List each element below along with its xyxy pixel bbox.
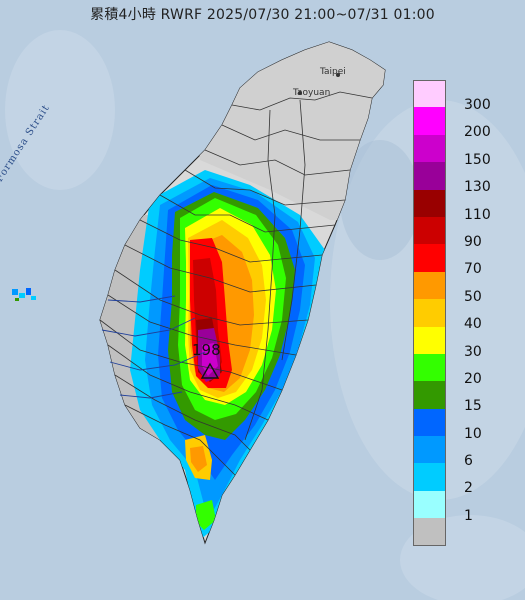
- legend-label: 1: [464, 507, 473, 524]
- legend-swatch: [413, 299, 446, 327]
- legend-row: 40: [413, 299, 515, 332]
- legend-swatch: [413, 189, 446, 217]
- legend-row: [413, 518, 515, 546]
- legend-row: 150: [413, 134, 515, 168]
- legend-row: 90: [413, 216, 515, 250]
- legend-label: 110: [464, 206, 491, 223]
- legend-swatch: [413, 381, 446, 409]
- county-boundaries: [99, 91, 373, 476]
- legend-label: 2: [464, 480, 473, 497]
- legend-label: 40: [464, 316, 482, 333]
- legend-row: 1: [413, 490, 515, 524]
- legend-label: 300: [464, 97, 491, 113]
- legend-label: 6: [464, 453, 473, 470]
- legend-swatch: [413, 436, 446, 464]
- rivers: [101, 295, 206, 399]
- taoyuan-dot: [298, 91, 302, 95]
- legend-swatch: [413, 353, 446, 382]
- legend-label: 200: [464, 124, 491, 141]
- penghu-islands: [12, 288, 36, 301]
- legend-swatch: [413, 463, 446, 491]
- legend-row: 110: [413, 189, 515, 223]
- legend-swatch: [413, 271, 446, 300]
- legend-swatch: [413, 80, 446, 108]
- legend-row: 200: [413, 107, 515, 140]
- legend-label: 10: [464, 425, 482, 442]
- taipei-dot: [336, 73, 340, 77]
- legend-label: 90: [464, 233, 482, 250]
- legend-label: 30: [464, 343, 482, 360]
- legend-swatch: [413, 134, 446, 163]
- legend-row: 10: [413, 408, 515, 442]
- legend-row: 130: [413, 162, 515, 195]
- legend-swatch: [413, 326, 446, 354]
- legend-row: 300: [413, 80, 515, 113]
- city-label-taipei: Taipei: [320, 67, 346, 77]
- city-label-taoyuan: Taoyuan: [293, 88, 331, 98]
- legend-row: 70: [413, 244, 515, 277]
- legend-swatch: [413, 408, 446, 437]
- legend-label: 20: [464, 370, 482, 387]
- legend-swatch: [413, 490, 446, 519]
- legend-row: 50: [413, 271, 515, 305]
- color-legend: 300 200 150 130 110 90 70 50 40 30 20 15 10 6 2 1: [413, 80, 515, 546]
- legend-label: 15: [464, 398, 482, 415]
- legend-swatch: [413, 518, 446, 546]
- peak-value: 198: [192, 341, 221, 359]
- peak-marker: [200, 362, 220, 379]
- legend-label: 70: [464, 261, 482, 278]
- legend-row: 2: [413, 463, 515, 496]
- legend-swatch: [413, 216, 446, 245]
- legend-label: 150: [464, 151, 491, 168]
- legend-swatch: [413, 107, 446, 135]
- legend-swatch: [413, 162, 446, 190]
- legend-row: 20: [413, 353, 515, 387]
- legend-row: 6: [413, 436, 515, 469]
- legend-label: 130: [464, 179, 491, 196]
- legend-row: 30: [413, 326, 515, 360]
- legend-row: 15: [413, 381, 515, 414]
- legend-swatch: [413, 244, 446, 272]
- map-title: 累積4小時 RWRF 2025/07/30 21:00~07/31 01:00: [90, 7, 435, 23]
- legend-label: 50: [464, 288, 482, 305]
